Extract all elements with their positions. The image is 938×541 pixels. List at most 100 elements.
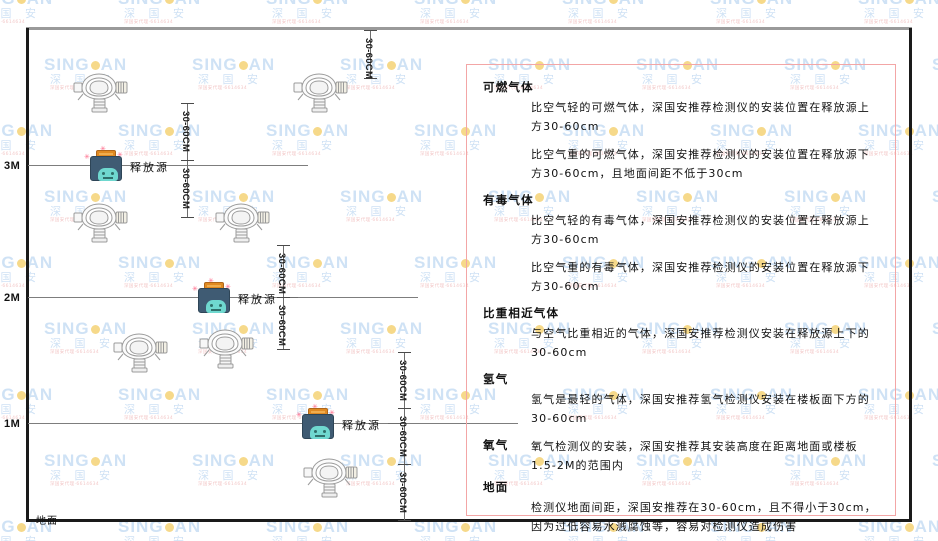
left-wall-line: [26, 28, 29, 522]
release-source-label: 释放源: [342, 419, 381, 432]
gas-detector-icon: [303, 458, 358, 498]
gas-detector: [110, 330, 170, 381]
axis-label-2m: 2M: [4, 292, 21, 304]
panel-section-title: 氢气: [483, 372, 509, 386]
panel-section-title: 氧气: [483, 438, 509, 452]
dimension-line: [404, 352, 405, 520]
dimension-label: 30-60CM: [397, 472, 408, 514]
dimension-tick: [277, 245, 290, 246]
source-body: [302, 414, 334, 439]
panel-paragraph: 检测仪地面间距，深国安推荐在30-60cm，且不得小于30cm，因为过低容易水溅…: [531, 501, 877, 533]
gas-detector: [196, 326, 256, 377]
dimension-tick: [181, 217, 194, 218]
panel-section-body: 与空气比重相近的气体，深国安推荐检测仪安装在释放源上下的30-60cm: [531, 324, 881, 362]
dimension-label: 30-60CM: [276, 305, 287, 347]
gas-detector-icon: [199, 329, 254, 369]
ceiling-line: [26, 27, 912, 30]
floor-line: [26, 519, 912, 522]
panel-paragraph: 氧气检测仪的安装，深国安推荐其安装高度在距离地面或楼板1.5-2M的范围内: [531, 440, 858, 472]
source-body: [198, 288, 230, 313]
dimension-tick: [181, 160, 194, 161]
panel-section: 氧气 氧气检测仪的安装，深国安推荐其安装高度在距离地面或楼板1.5-2M的范围内: [481, 437, 881, 475]
dimension-tick: [364, 30, 377, 31]
dimension-tick: [398, 352, 411, 353]
panel-section-body: 比空气轻的有毒气体，深国安推荐检测仪的安装位置在释放源上方30-60cm 比空气重…: [531, 211, 881, 296]
panel-section: 有毒气体 比空气轻的有毒气体，深国安推荐检测仪的安装位置在释放源上方30-60cm…: [481, 192, 881, 296]
dimension-stack: 30-60CM 30-60CM: [180, 103, 227, 218]
source-leader-line: [388, 423, 402, 424]
axis-label-1m: 1M: [4, 418, 21, 430]
gas-detector: [70, 200, 130, 251]
source-leader-line: [284, 297, 298, 298]
info-panel: 可燃气体比空气轻的可燃气体，深国安推荐检测仪的安装位置在释放源上方30-60cm…: [466, 64, 896, 533]
dimension-tick: [398, 408, 411, 409]
panel-paragraph: 与空气比重相近的气体，深国安推荐检测仪安装在释放源上下的30-60cm: [531, 327, 870, 359]
source-body: [90, 156, 122, 181]
panel-paragraph: 比空气轻的有毒气体，深国安推荐检测仪的安装位置在释放源上方30-60cm: [531, 214, 870, 246]
dimension-stack: 30-60CM 30-60CM: [276, 245, 323, 350]
dimension-label: 30-60CM: [397, 360, 408, 402]
release-source: ✳✳✳: [84, 146, 123, 181]
panel-section-title: 比重相近气体: [483, 306, 560, 320]
release-source-label: 释放源: [130, 161, 169, 174]
dimension-tick: [277, 297, 290, 298]
dimension-label: 30-60CM: [276, 253, 287, 295]
gas-detector: [290, 70, 350, 121]
dimension-label: 30-60CM: [180, 168, 191, 210]
panel-section-body: 氢气是最轻的气体，深国安推荐氢气检测仪安装在楼板面下方的30-60cm: [531, 390, 881, 428]
release-source: ✳✳✳: [296, 404, 335, 439]
panel-section-title: 地面: [483, 480, 509, 494]
level-line-3m: [28, 165, 308, 166]
level-line-1m: [28, 423, 518, 424]
panel-paragraph: 比空气重的有毒气体，深国安推荐检测仪的安装位置在释放源下方30-60cm: [531, 261, 870, 293]
panel-section-title: 可燃气体: [483, 80, 534, 94]
panel-section: 氢气氢气是最轻的气体，深国安推荐氢气检测仪安装在楼板面下方的30-60cm: [481, 371, 881, 428]
dimension-tick: [364, 78, 377, 79]
gas-detector-icon: [113, 333, 168, 373]
dimension-label: 30-60CM: [397, 416, 408, 458]
panel-section-body: 比空气轻的可燃气体，深国安推荐检测仪的安装位置在释放源上方30-60cm 比空气重…: [531, 98, 881, 183]
ground-label: 地面: [36, 516, 58, 527]
right-wall-line: [909, 28, 912, 522]
source-screen: [98, 168, 118, 181]
panel-section: 可燃气体比空气轻的可燃气体，深国安推荐检测仪的安装位置在释放源上方30-60cm…: [481, 79, 881, 183]
source-screen: [310, 426, 330, 439]
dimension-label: 30-60CM: [363, 38, 374, 80]
gas-detector-icon: [73, 203, 128, 243]
release-source: ✳✳✳: [192, 278, 231, 313]
panel-paragraph: 比空气轻的可燃气体，深国安推荐检测仪的安装位置在释放源上方30-60cm: [531, 101, 870, 133]
panel-section: 地面检测仪地面间距，深国安推荐在30-60cm，且不得小于30cm，因为过低容易…: [481, 479, 881, 536]
gas-detector: [300, 455, 360, 506]
dimension-stack: 30-60CM 30-60CM 30-60CM: [397, 352, 444, 521]
dimension-stack: 30-60CM: [363, 30, 410, 79]
gas-detector-icon: [215, 203, 270, 243]
panel-paragraph: 氢气是最轻的气体，深国安推荐氢气检测仪安装在楼板面下方的30-60cm: [531, 393, 870, 425]
gas-detector: [70, 70, 130, 121]
panel-section: 比重相近气体与空气比重相近的气体，深国安推荐检测仪安装在释放源上下的30-60c…: [481, 305, 881, 362]
release-source-label: 释放源: [238, 293, 277, 306]
dimension-label: 30-60CM: [180, 111, 191, 153]
panel-paragraph: 比空气重的可燃气体，深国安推荐检测仪的安装位置在释放源下方30-60cm，且地面…: [531, 148, 870, 180]
source-screen: [206, 300, 226, 313]
gas-detector-icon: [293, 73, 348, 113]
